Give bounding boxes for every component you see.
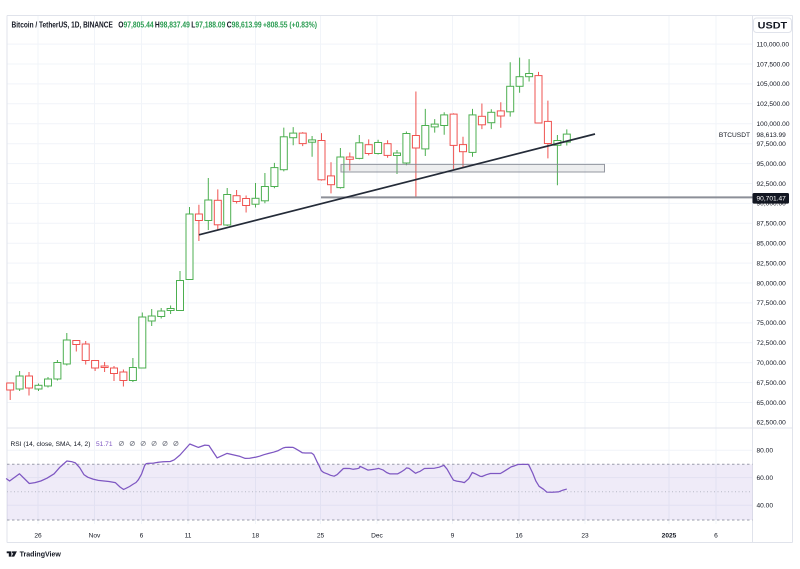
svg-text:67,500.00: 67,500.00 [757,380,787,387]
svg-text:82,500.00: 82,500.00 [757,260,787,267]
svg-text:6: 6 [714,533,718,540]
svg-text:Bitcoin / TetherUS, 1D, BINANC: Bitcoin / TetherUS, 1D, BINANCE [12,21,114,30]
svg-text:87,500.00: 87,500.00 [757,221,787,228]
svg-text:Dec: Dec [371,533,383,540]
svg-text:102,500.00: 102,500.00 [757,101,790,108]
svg-text:Nov: Nov [89,533,101,540]
svg-text:25: 25 [317,533,325,540]
svg-text:16: 16 [515,533,523,540]
svg-text:51.71: 51.71 [96,441,113,448]
svg-text:TradingView: TradingView [20,550,62,559]
svg-text:95,000.00: 95,000.00 [757,161,787,168]
svg-text:90,000.00: 90,000.00 [757,201,787,208]
svg-text:11: 11 [185,533,192,540]
svg-text:75,000.00: 75,000.00 [757,320,787,327]
svg-text:65,000.00: 65,000.00 [757,400,787,407]
svg-text:98,613.99: 98,613.99 [757,132,787,139]
svg-text:RSI (14, close, SMA, 14, 2): RSI (14, close, SMA, 14, 2) [11,441,91,448]
svg-text:110,000.00: 110,000.00 [757,41,790,48]
svg-text:26: 26 [34,533,42,540]
svg-text:100,000.00: 100,000.00 [757,121,790,128]
svg-text:70,000.00: 70,000.00 [757,360,787,367]
svg-text:97,500.00: 97,500.00 [757,141,787,148]
svg-text:23: 23 [581,533,589,540]
svg-text:105,000.00: 105,000.00 [757,81,790,88]
svg-text:BTCUSDT: BTCUSDT [719,132,750,139]
svg-text:O97,805.44 H98,837.49 L97,188.: O97,805.44 H98,837.49 L97,188.09 C98,613… [118,21,317,30]
svg-text:62,500.00: 62,500.00 [757,420,787,427]
svg-text:USDT: USDT [758,20,788,31]
svg-text:72,500.00: 72,500.00 [757,340,787,347]
svg-text:77,500.00: 77,500.00 [757,300,787,307]
svg-text:85,000.00: 85,000.00 [757,241,787,248]
svg-text:107,500.00: 107,500.00 [757,61,790,68]
svg-text:92,500.00: 92,500.00 [757,181,787,188]
svg-text:18: 18 [252,533,260,540]
svg-text:80,000.00: 80,000.00 [757,280,787,287]
svg-text:6: 6 [140,533,144,540]
svg-text:9: 9 [451,533,455,540]
svg-text:60.00: 60.00 [757,475,774,482]
svg-text:90,701.47: 90,701.47 [757,196,787,203]
svg-text:2025: 2025 [662,533,677,540]
svg-text:80.00: 80.00 [757,448,774,455]
svg-text:40.00: 40.00 [757,503,774,510]
